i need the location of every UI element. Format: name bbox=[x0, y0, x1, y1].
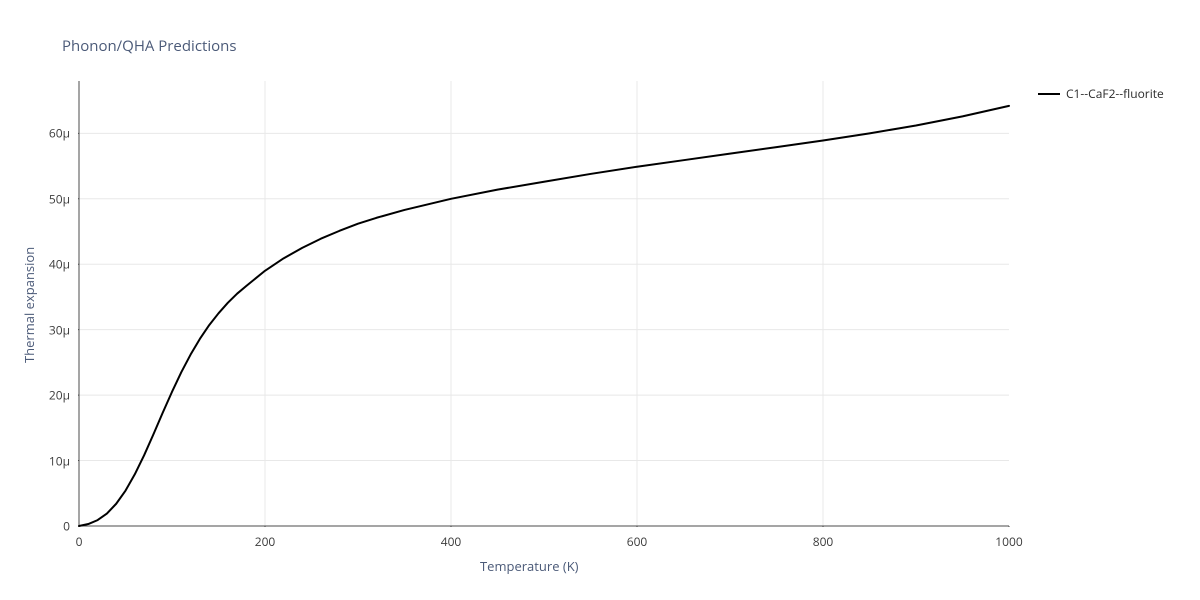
y-tick-label: 20µ bbox=[49, 387, 70, 404]
plot-area bbox=[78, 80, 1010, 527]
x-tick-label: 600 bbox=[627, 533, 648, 550]
x-tick-label: 0 bbox=[76, 533, 83, 550]
legend-label: C1--CaF2--fluorite bbox=[1066, 85, 1164, 102]
y-axis-label: Thermal expansion bbox=[20, 247, 38, 363]
y-tick-label: 50µ bbox=[49, 190, 70, 207]
y-tick-label: 60µ bbox=[49, 125, 70, 142]
legend: C1--CaF2--fluorite bbox=[1038, 85, 1164, 102]
chart-container: Phonon/QHA Predictions Thermal expansion… bbox=[0, 0, 1200, 600]
x-tick-label: 1000 bbox=[995, 533, 1022, 550]
x-tick-label: 800 bbox=[813, 533, 834, 550]
legend-swatch bbox=[1038, 93, 1060, 95]
chart-title: Phonon/QHA Predictions bbox=[62, 36, 237, 56]
y-tick-label: 30µ bbox=[49, 321, 70, 338]
y-tick-label: 0 bbox=[63, 518, 70, 535]
x-tick-label: 200 bbox=[255, 533, 276, 550]
y-tick-label: 40µ bbox=[49, 256, 70, 273]
x-axis-label: Temperature (K) bbox=[480, 557, 579, 575]
x-tick-label: 400 bbox=[441, 533, 462, 550]
y-tick-label: 10µ bbox=[49, 452, 70, 469]
